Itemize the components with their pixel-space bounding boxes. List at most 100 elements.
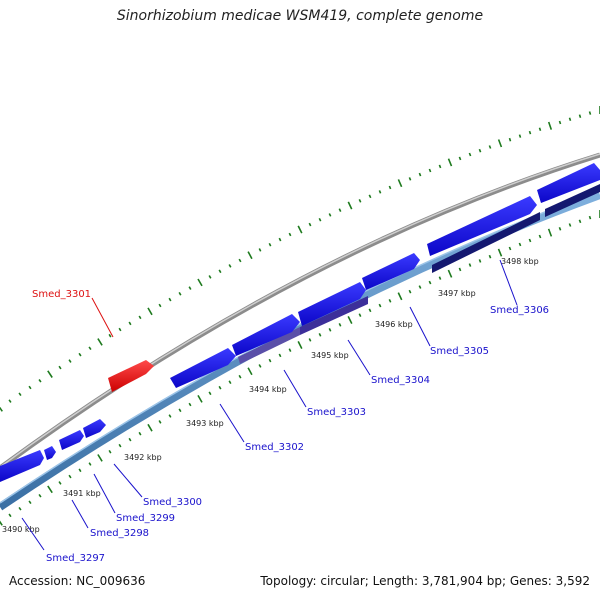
scale-tick: [188, 286, 192, 290]
scale-tick: [418, 285, 422, 289]
scale-tick: [458, 267, 462, 272]
accession-text: Accession: NC_009636: [9, 574, 146, 588]
gene-label[interactable]: Smed_3300: [143, 497, 202, 508]
scale-tick: [158, 420, 162, 424]
scale-tick: [8, 513, 12, 518]
scale-tick: [447, 158, 453, 167]
scale-tick: [97, 338, 103, 346]
scale-tick: [88, 462, 92, 466]
genome-stats-text: Topology: circular; Length: 3,781,904 bp…: [260, 574, 590, 588]
scale-tick: [478, 148, 482, 153]
scale-tick: [247, 367, 253, 376]
highlighted-gene-arrow[interactable]: [108, 360, 154, 392]
gene-label-leaders: [21, 259, 518, 551]
scale-tick: [178, 408, 182, 413]
gene-arrow[interactable]: [170, 348, 236, 388]
scale-tick: [88, 346, 92, 351]
gene-arrow[interactable]: [427, 196, 537, 256]
scale-tick: [497, 248, 503, 257]
scale-tick: [228, 380, 232, 384]
scale-tick: [308, 222, 312, 227]
scale-tick: [268, 242, 272, 247]
scale-tick: [578, 114, 582, 118]
scale-tick: [508, 246, 512, 251]
scale-tick: [328, 213, 332, 217]
map-title: Sinorhizobium medicae WSM419, complete g…: [116, 8, 484, 24]
gene-arrow[interactable]: [44, 446, 56, 460]
scale-tick: [328, 328, 332, 332]
scale-tick: [418, 172, 422, 177]
scale-tick: [0, 520, 3, 526]
scale-tick: [378, 190, 382, 194]
kbp-label: 3498 kbp: [501, 257, 539, 266]
gene-label[interactable]: Smed_3305: [430, 346, 489, 357]
scale-tick: [568, 223, 572, 227]
scale-tick: [18, 392, 22, 397]
reverse-strand-band-light: [0, 190, 600, 504]
gene-arrow[interactable]: [59, 430, 84, 450]
scale-tick: [488, 254, 492, 259]
kbp-label: 3495 kbp: [311, 351, 349, 360]
highlight-label-leader: [91, 297, 114, 338]
gene-label[interactable]: Smed_3306: [490, 305, 549, 316]
scale-tick: [197, 278, 203, 287]
scale-tick: [268, 358, 272, 363]
scale-tick: [158, 303, 162, 308]
scale-tick: [38, 493, 42, 498]
gene-label[interactable]: Smed_3304: [371, 375, 430, 386]
scale-tick: [528, 238, 532, 243]
scale-tick: [258, 248, 262, 252]
outer-tick-row: [0, 106, 600, 412]
forward-genes: [0, 163, 600, 482]
scale-tick: [338, 323, 342, 327]
kbp-scale-labels: 3490 kbp 3491 kbp 3492 kbp 3493 kbp 3494…: [2, 257, 539, 534]
gene-label[interactable]: Smed_3299: [116, 513, 175, 524]
gene-label[interactable]: Smed_3297: [46, 553, 105, 564]
scale-tick: [118, 443, 122, 448]
gene-arrow[interactable]: [537, 163, 600, 203]
reverse-overlay-d: [545, 184, 600, 217]
scale-tick: [218, 385, 222, 390]
scale-tick: [47, 370, 53, 378]
scale-tick: [188, 402, 192, 407]
scale-tick: [297, 225, 303, 234]
scale-tick: [488, 145, 492, 149]
scale-tick: [388, 299, 392, 303]
gene-arrow[interactable]: [362, 253, 420, 290]
scale-tick: [278, 237, 282, 242]
scale-tick: [68, 359, 72, 363]
reverse-overlay-a: [238, 327, 300, 364]
scale-tick: [397, 292, 403, 301]
kbp-label: 3491 kbp: [63, 489, 101, 498]
scale-tick: [318, 217, 322, 222]
scale-tick: [518, 134, 522, 138]
scale-tick: [208, 391, 212, 396]
scale-tick: [547, 121, 553, 130]
gene-label[interactable]: Smed_3298: [90, 528, 149, 539]
genome-backbone-highlight: [0, 153, 600, 468]
scale-tick: [78, 352, 82, 357]
scale-tick: [28, 500, 32, 505]
scale-tick: [108, 333, 112, 338]
gene-label[interactable]: Smed_3303: [307, 407, 366, 418]
gene-label-highlighted[interactable]: Smed_3301: [32, 289, 91, 300]
gene-arrow[interactable]: [0, 450, 44, 482]
kbp-label: 3493 kbp: [186, 419, 224, 428]
gene-label[interactable]: Smed_3302: [245, 442, 304, 453]
inner-tick-row: [0, 210, 600, 526]
gene-labels: Smed_3297 Smed_3298 Smed_3299 Smed_3300 …: [32, 289, 549, 564]
scale-tick: [358, 199, 362, 203]
gene-arrow[interactable]: [83, 419, 106, 438]
scale-tick: [558, 120, 562, 125]
kbp-label: 3490 kbp: [2, 525, 40, 534]
gene-arrow[interactable]: [298, 282, 366, 326]
scale-tick: [278, 353, 282, 358]
gene-arrow[interactable]: [232, 314, 300, 356]
scale-tick: [208, 275, 212, 279]
scale-tick: [238, 374, 242, 379]
genome-backbone: [0, 152, 600, 471]
reverse-overlay-b: [300, 296, 368, 335]
scale-tick: [338, 208, 342, 212]
scale-tick: [178, 292, 182, 296]
